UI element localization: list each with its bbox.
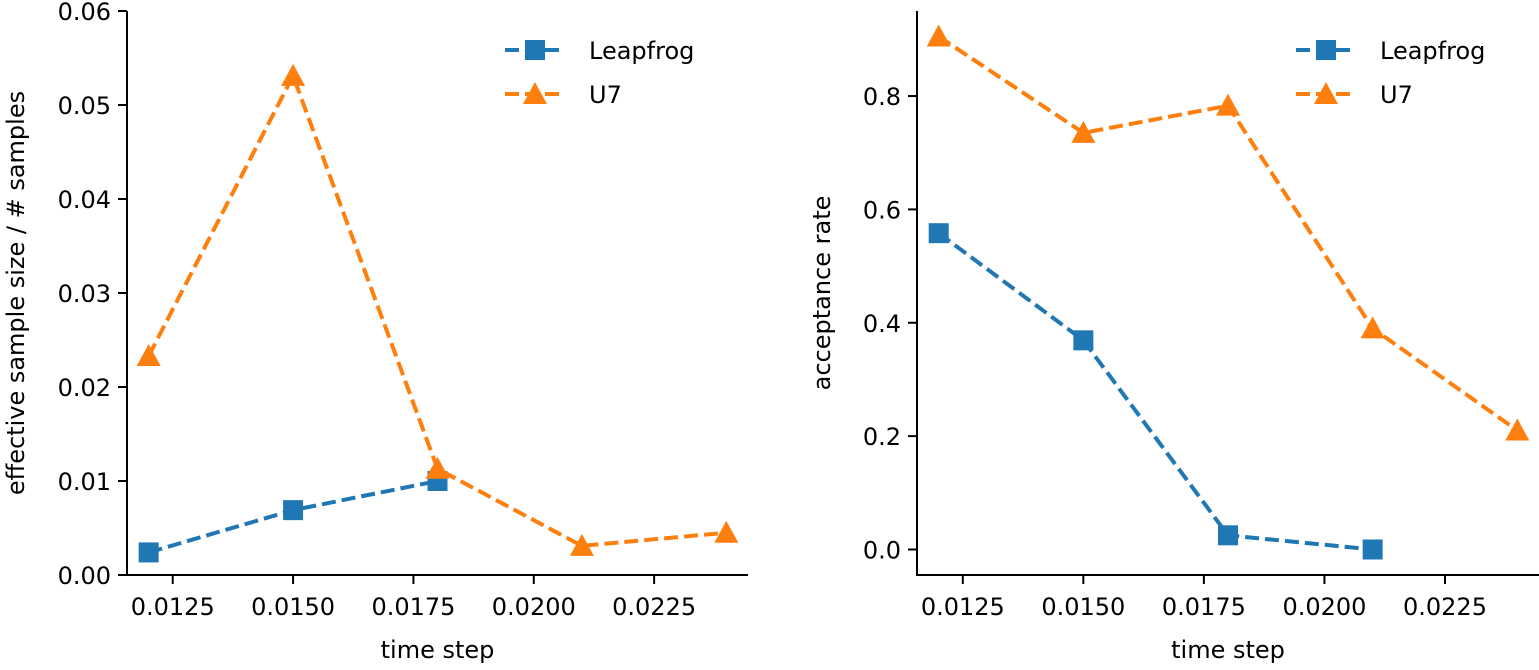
legend: Leapfrog U7 — [1296, 37, 1485, 109]
x-tick-label: 0.0225 — [1403, 593, 1487, 621]
y-tick-label: 0.06 — [58, 0, 111, 26]
y-tick-label: 0.6 — [863, 196, 901, 224]
x-tick-label: 0.0175 — [371, 593, 455, 621]
y-axis-label: effective sample size / # samples — [2, 91, 30, 495]
data-point-leapfrog — [283, 500, 304, 521]
data-point-u7 — [136, 343, 161, 366]
y-axis-label: acceptance rate — [808, 196, 836, 391]
legend-label-leapfrog: Leapfrog — [1380, 37, 1485, 65]
legend-label-u7: U7 — [589, 81, 622, 109]
y-tick-label: 0.05 — [58, 92, 111, 120]
legend-label-u7: U7 — [1380, 81, 1413, 109]
data-point-u7 — [569, 533, 594, 556]
data-point-u7 — [1071, 120, 1096, 143]
data-point-u7 — [1216, 93, 1240, 116]
x-tick-label: 0.0150 — [251, 593, 335, 621]
x-tick-label: 0.0200 — [492, 593, 576, 621]
data-point-leapfrog — [138, 542, 159, 563]
x-tick-label: 0.0225 — [612, 593, 696, 621]
y-tick-label: 0.0 — [863, 536, 901, 564]
legend-label-leapfrog: Leapfrog — [589, 37, 694, 65]
data-point-leapfrog — [1218, 525, 1238, 546]
legend: Leapfrog U7 — [505, 37, 694, 109]
x-tick-label: 0.0125 — [131, 593, 215, 621]
x-axis-label: time step — [1171, 636, 1285, 664]
y-tick-label: 0.01 — [58, 468, 111, 496]
legend-marker-leapfrog — [1316, 40, 1336, 60]
data-point-leapfrog — [928, 223, 949, 244]
data-point-u7 — [926, 24, 951, 47]
data-point-u7 — [1505, 418, 1530, 441]
x-tick-label: 0.0200 — [1282, 593, 1366, 621]
data-point-leapfrog — [1362, 539, 1383, 560]
y-tick-label: 0.2 — [863, 423, 901, 451]
x-tick-label: 0.0175 — [1162, 593, 1246, 621]
x-tick-label: 0.0150 — [1041, 593, 1125, 621]
y-tick-label: 0.00 — [58, 562, 111, 590]
data-point-leapfrog — [1073, 330, 1094, 351]
data-point-u7 — [425, 456, 450, 479]
y-tick-label: 0.02 — [58, 374, 111, 402]
legend-marker-u7 — [523, 82, 547, 104]
legend-marker-u7 — [1314, 82, 1338, 104]
acceptance-rate-plot: 0.0125 0.0150 0.0175 0.0200 0.0225 0.0 0.2 0.4 0… — [808, 11, 1539, 664]
x-axis-label: time step — [381, 636, 495, 664]
ess-plot: 0.0125 0.0150 0.0175 0.0200 0.0225 0.00 0.01 0.… — [2, 0, 748, 664]
y-tick-label: 0.03 — [58, 280, 111, 308]
x-tick-label: 0.0125 — [921, 593, 1005, 621]
y-tick-label: 0.04 — [58, 186, 111, 214]
series-line-leapfrog — [937, 231, 1373, 552]
data-point-u7 — [714, 520, 739, 543]
data-point-u7 — [1360, 316, 1385, 339]
data-point-u7 — [281, 63, 306, 86]
legend-marker-leapfrog — [525, 40, 545, 60]
y-tick-label: 0.4 — [863, 310, 901, 338]
y-tick-label: 0.8 — [863, 83, 901, 111]
